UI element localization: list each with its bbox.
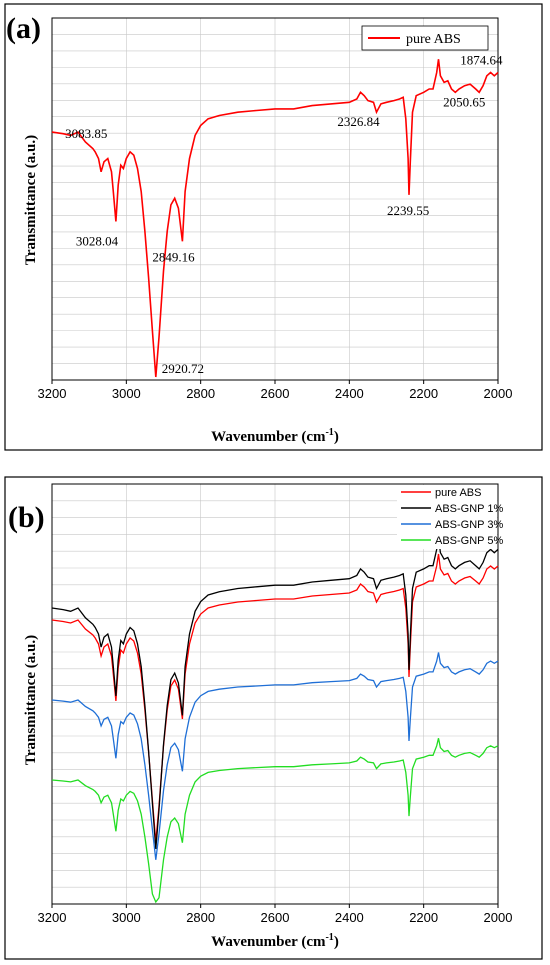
legend-label-pure-abs: pure ABS bbox=[406, 32, 461, 47]
peak-label: 3083.85 bbox=[65, 126, 107, 141]
peak-label: 2239.55 bbox=[387, 203, 429, 218]
legend-label-gnp3: ABS-GNP 3% bbox=[435, 519, 503, 531]
legend-label-gnp5: ABS-GNP 5% bbox=[435, 535, 503, 547]
peak-label: 2920.72 bbox=[162, 361, 204, 376]
panel-a-tick-label: 2600 bbox=[261, 386, 290, 401]
panel-a-tick-label: 3200 bbox=[38, 386, 67, 401]
panel-a-tick-label: 2800 bbox=[186, 386, 215, 401]
peak-label: 2050.65 bbox=[443, 94, 485, 109]
panel-a-xlabel-main: Wavenumber (cm bbox=[211, 429, 326, 445]
peak-label: 2849.16 bbox=[152, 249, 195, 264]
peak-label: 1874.64 bbox=[460, 52, 503, 67]
panel-b-frame bbox=[4, 476, 543, 960]
panel-a: (a) 3200 3000 2800 2600 2400 2200 2000 3083.85… bbox=[4, 3, 543, 451]
panel-a-xlabel-sup: -1 bbox=[325, 427, 333, 438]
panel-a-tick-label: 2200 bbox=[409, 386, 438, 401]
panel-a-xticks: 3200 3000 2800 2600 2400 2200 2000 bbox=[38, 380, 513, 401]
panel-a-annotations: 3083.85 3028.04 2920.72 2849.16 2326.84 2239.… bbox=[65, 52, 503, 376]
panel-a-series bbox=[51, 59, 499, 378]
legend-label-gnp1: ABS-GNP 1% bbox=[435, 503, 503, 515]
panel-b-xticks: 3200 3000 2800 2600 2400 2200 2000 bbox=[38, 904, 513, 925]
peak-label: 2326.84 bbox=[337, 114, 380, 129]
panel-a-letter: (a) bbox=[6, 12, 41, 45]
series-line-pure-abs bbox=[51, 59, 499, 378]
panel-b-tick-label: 2600 bbox=[261, 910, 290, 925]
panel-b-tick-label: 3000 bbox=[112, 910, 141, 925]
panel-a-legend: pure ABS bbox=[361, 25, 489, 51]
panel-a-ylabel: Transmittance (a.u.) bbox=[23, 135, 39, 265]
legend-label-pure-abs-b: pure ABS bbox=[435, 487, 481, 499]
panel-a-tick-label: 2400 bbox=[335, 386, 364, 401]
panel-b-legend: pure ABS ABS-GNP 1% ABS-GNP 3% ABS-GNP 5… bbox=[397, 485, 503, 549]
panel-a-tick-label: 3000 bbox=[112, 386, 141, 401]
panel-b-tick-label: 2000 bbox=[484, 910, 513, 925]
panel-b-letter: (b) bbox=[8, 501, 45, 534]
panel-a-xlabel: Wavenumber (cm-1) bbox=[211, 427, 339, 445]
panel-a-tick-label: 2000 bbox=[484, 386, 513, 401]
series-line-gnp-1 bbox=[51, 536, 499, 849]
series-line-gnp-5 bbox=[51, 738, 499, 904]
series-line-gnp-3 bbox=[51, 652, 499, 860]
panel-b-tick-label: 2200 bbox=[409, 910, 438, 925]
peak-label: 3028.04 bbox=[76, 233, 119, 248]
panel-a-xlabel-end: ) bbox=[334, 429, 339, 445]
panel-b-series bbox=[51, 536, 499, 904]
panel-b-tick-label: 3200 bbox=[38, 910, 67, 925]
panel-b-tick-label: 2400 bbox=[335, 910, 364, 925]
panel-b-tick-label: 2800 bbox=[186, 910, 215, 925]
panel-b-xlabel: Wavenumber (cm-1) bbox=[211, 932, 339, 950]
panel-b-xlabel-sup: -1 bbox=[325, 932, 333, 943]
panel-a-frame bbox=[4, 3, 543, 451]
panel-a-grid bbox=[51, 18, 499, 380]
panel-b: (b) 3200 3000 2800 2600 2400 2200 2000 pure AB… bbox=[4, 476, 543, 960]
panel-b-grid bbox=[51, 484, 499, 904]
panel-b-xlabel-main: Wavenumber (cm bbox=[211, 934, 326, 950]
panel-b-legend-box bbox=[397, 485, 497, 549]
panel-b-xlabel-end: ) bbox=[334, 934, 339, 950]
panel-b-ylabel: Transmittance (a.u.) bbox=[23, 635, 39, 765]
